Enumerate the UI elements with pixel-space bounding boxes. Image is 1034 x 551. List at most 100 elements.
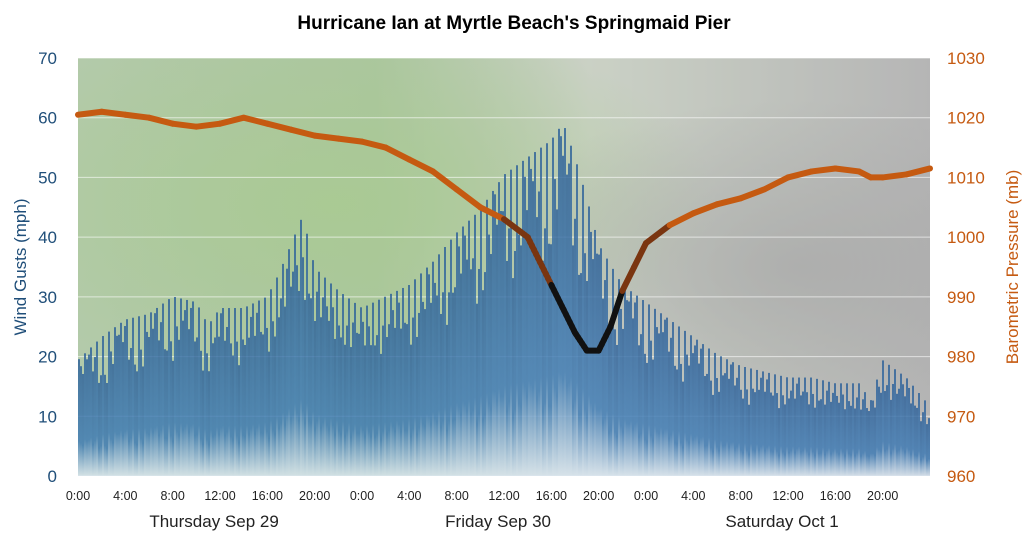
- pressure-line-segment: [288, 126, 318, 139]
- wind-gust-bar: [886, 385, 888, 476]
- wind-gust-bar: [592, 259, 594, 476]
- x-axis-tick-label: 0:00: [634, 489, 658, 503]
- wind-gust-bar: [434, 282, 436, 476]
- x-axis-tick-label: 8:00: [444, 489, 468, 503]
- wind-gust-bar: [540, 147, 542, 476]
- wind-gust-bar: [236, 341, 238, 476]
- wind-gust-bar: [120, 322, 122, 476]
- x-axis-tick-label: 16:00: [252, 489, 283, 503]
- pressure-line-segment: [879, 171, 910, 181]
- wind-gust-bar: [218, 336, 220, 476]
- wind-gust-bar: [274, 336, 276, 476]
- wind-gust-bar: [136, 371, 138, 476]
- left-axis-tick-label: 50: [38, 168, 57, 187]
- pressure-line-segment: [643, 222, 673, 247]
- wind-gust-bar: [256, 312, 258, 476]
- wind-gust-bar: [378, 299, 380, 476]
- wind-gust-bar: [114, 327, 116, 476]
- wind-gust-bar: [892, 384, 894, 476]
- wind-gust-bar: [674, 365, 676, 476]
- wind-gust-bar: [298, 290, 300, 476]
- wind-gust-bar: [476, 303, 478, 476]
- wind-gust-bar: [864, 392, 866, 476]
- wind-gust-bar: [296, 265, 298, 476]
- wind-gust-bar: [678, 326, 680, 476]
- wind-gust-bar: [308, 293, 310, 476]
- pressure-line-segment: [714, 195, 744, 208]
- wind-gust-bar: [894, 369, 896, 476]
- wind-gust-bar: [764, 391, 766, 476]
- wind-gust-bar: [454, 287, 456, 476]
- x-axis-tick-label: 4:00: [681, 489, 705, 503]
- wind-gust-bar: [272, 321, 274, 476]
- wind-gust-bar: [766, 379, 768, 476]
- wind-gust-bar: [150, 312, 152, 476]
- wind-gust-bar: [330, 283, 332, 476]
- wind-gust-bar: [104, 374, 106, 476]
- wind-gust-bar: [468, 220, 470, 476]
- wind-gust-bar: [852, 383, 854, 476]
- wind-gust-bar: [862, 399, 864, 476]
- wind-gust-bar: [554, 179, 556, 476]
- right-axis-tick-label: 1020: [947, 109, 985, 128]
- wind-gust-bar: [928, 418, 930, 476]
- pressure-line-segment: [240, 114, 271, 127]
- wind-gust-bar: [634, 302, 636, 476]
- wind-gust-bar: [394, 327, 396, 476]
- wind-gust-bar: [180, 298, 182, 476]
- wind-gust-bar: [118, 334, 120, 476]
- wind-gust-bar: [816, 378, 818, 476]
- wind-gust-bar: [226, 326, 228, 476]
- wind-gust-bar: [614, 329, 616, 476]
- wind-gust-bar: [342, 294, 344, 476]
- wind-gust-bar: [100, 375, 102, 476]
- wind-gust-bar: [628, 301, 630, 476]
- wind-gust-bar: [432, 261, 434, 476]
- wind-gust-bar: [758, 389, 760, 476]
- wind-gust-bar: [616, 344, 618, 476]
- wind-gust-bar: [102, 336, 104, 476]
- wind-gust-bar: [740, 389, 742, 476]
- wind-gust-bar: [898, 388, 900, 476]
- wind-gust-bar: [756, 369, 758, 476]
- wind-gust-bar: [260, 331, 262, 476]
- wind-gust-bar: [416, 336, 418, 476]
- pressure-line-segment: [169, 120, 200, 130]
- wind-gust-bar: [868, 411, 870, 476]
- wind-gust-bar: [826, 390, 828, 476]
- wind-gust-bar: [490, 254, 492, 476]
- wind-gust-bar: [462, 226, 464, 476]
- left-axis-tick-label: 10: [38, 407, 57, 426]
- wind-gust-bar: [712, 394, 714, 476]
- wind-gust-bar: [194, 341, 196, 476]
- pressure-line-segment: [572, 329, 590, 354]
- pressure-line-segment: [453, 186, 484, 211]
- wind-gust-bar: [686, 354, 688, 476]
- wind-gust-bar: [232, 355, 234, 476]
- pressure-line-segment: [785, 168, 815, 181]
- wind-gust-bar: [512, 278, 514, 476]
- wind-gust-bar: [604, 280, 606, 476]
- wind-gust-bar: [672, 322, 674, 476]
- pressure-line-segment: [595, 323, 614, 354]
- wind-gust-bar: [286, 268, 288, 476]
- wind-gust-bar: [926, 424, 928, 476]
- wind-gust-bar: [440, 313, 442, 476]
- wind-gust-bar: [340, 337, 342, 476]
- wind-gust-bar: [300, 219, 302, 476]
- wind-gust-bar: [772, 395, 774, 476]
- wind-gust-bar: [270, 289, 272, 476]
- wind-gust-bar: [648, 304, 650, 476]
- wind-gust-bar: [564, 128, 566, 476]
- wind-gust-bar: [730, 364, 732, 476]
- wind-gust-bars: [78, 128, 930, 476]
- wind-gust-bar: [742, 398, 744, 476]
- x-axis-tick-label: 12:00: [204, 489, 235, 503]
- wind-gust-bar: [596, 253, 598, 476]
- wind-gust-bar: [116, 335, 118, 476]
- wind-gust-bar: [888, 364, 890, 476]
- pressure-line-segment: [666, 210, 697, 229]
- wind-gust-bar: [162, 303, 164, 476]
- pressure-line-segment: [146, 114, 176, 127]
